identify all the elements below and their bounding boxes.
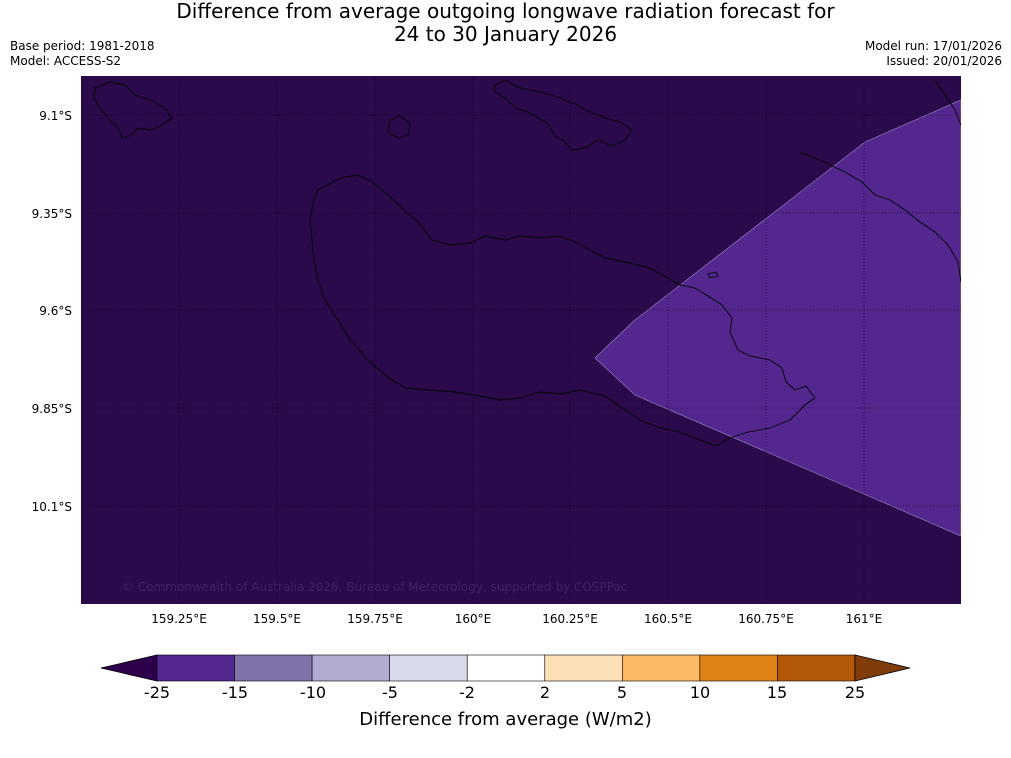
colorbar-segment bbox=[311, 654, 390, 682]
coastlines bbox=[93, 79, 961, 447]
colorbar-tick: -2 bbox=[459, 683, 475, 702]
model-run: Model run: 17/01/2026 bbox=[864, 39, 1002, 53]
title-line-2: 24 to 30 January 2026 bbox=[393, 22, 618, 46]
colorbar-segment bbox=[544, 654, 623, 682]
colorbar-tick: -5 bbox=[382, 683, 398, 702]
lon-label: 159.5°E bbox=[253, 612, 301, 626]
colorbar-extend-low bbox=[100, 654, 158, 682]
issued-date: Issued: 20/01/2026 bbox=[886, 54, 1002, 68]
colorbar-extend-high bbox=[854, 654, 911, 682]
lon-label: 160.75°E bbox=[738, 612, 794, 626]
title-line-1: Difference from average outgoing longwav… bbox=[176, 0, 835, 23]
lon-label: 160.25°E bbox=[542, 612, 598, 626]
coastline-florida-islands bbox=[494, 79, 633, 151]
colorbar bbox=[100, 654, 911, 682]
coastline-russell-islands bbox=[93, 81, 173, 139]
coastline-islet-east bbox=[707, 271, 719, 279]
lat-label: 9.35°S bbox=[31, 207, 72, 221]
colorbar-segment bbox=[777, 654, 856, 682]
colorbar-tick: 25 bbox=[844, 683, 866, 702]
lat-label: 9.85°S bbox=[31, 402, 72, 416]
colorbar-tick: 5 bbox=[616, 683, 628, 702]
anomaly-region bbox=[594, 99, 961, 537]
colorbar-segment bbox=[466, 654, 546, 682]
lon-label: 160°E bbox=[454, 612, 492, 626]
colorbar-label: Difference from average (W/m2) bbox=[359, 709, 652, 730]
chart-title: Difference from average outgoing longwav… bbox=[0, 0, 1011, 46]
colorbar-tick: 15 bbox=[766, 683, 788, 702]
lon-label: 160.5°E bbox=[644, 612, 692, 626]
model-name: Model: ACCESS-S2 bbox=[10, 54, 122, 68]
colorbar-segments bbox=[156, 654, 856, 682]
gridlines bbox=[81, 76, 961, 604]
colorbar-tick: 2 bbox=[539, 683, 551, 702]
copyright-notice: © Commonwealth of Australia 2026, Bureau… bbox=[122, 580, 627, 594]
base-period: Base period: 1981-2018 bbox=[10, 39, 155, 53]
lat-label: 10.1°S bbox=[31, 500, 72, 514]
colorbar-segment bbox=[622, 654, 701, 682]
meta-left: Base period: 1981-2018 Model: ACCESS-S2 bbox=[10, 39, 155, 69]
colorbar-tick: -10 bbox=[299, 683, 327, 702]
lat-label: 9.6°S bbox=[39, 304, 72, 318]
colorbar-segment bbox=[699, 654, 778, 682]
colorbar-tick: 10 bbox=[689, 683, 711, 702]
lon-label: 159.25°E bbox=[151, 612, 207, 626]
coastline-malaita-upper bbox=[934, 79, 961, 126]
meta-right: Model run: 17/01/2026 Issued: 20/01/2026 bbox=[865, 39, 1002, 69]
coastline-islet-left bbox=[387, 115, 411, 139]
coastline-guadalcanal bbox=[309, 174, 816, 447]
colorbar-segment bbox=[156, 654, 235, 682]
colorbar-tick: -15 bbox=[221, 683, 249, 702]
colorbar-tick: -25 bbox=[143, 683, 171, 702]
lat-label: 9.1°S bbox=[39, 109, 72, 123]
lon-label: 159.75°E bbox=[347, 612, 403, 626]
lon-label: 161°E bbox=[845, 612, 883, 626]
colorbar-segment bbox=[234, 654, 313, 682]
colorbar-segment bbox=[389, 654, 468, 682]
coastline-malaita bbox=[799, 151, 961, 283]
